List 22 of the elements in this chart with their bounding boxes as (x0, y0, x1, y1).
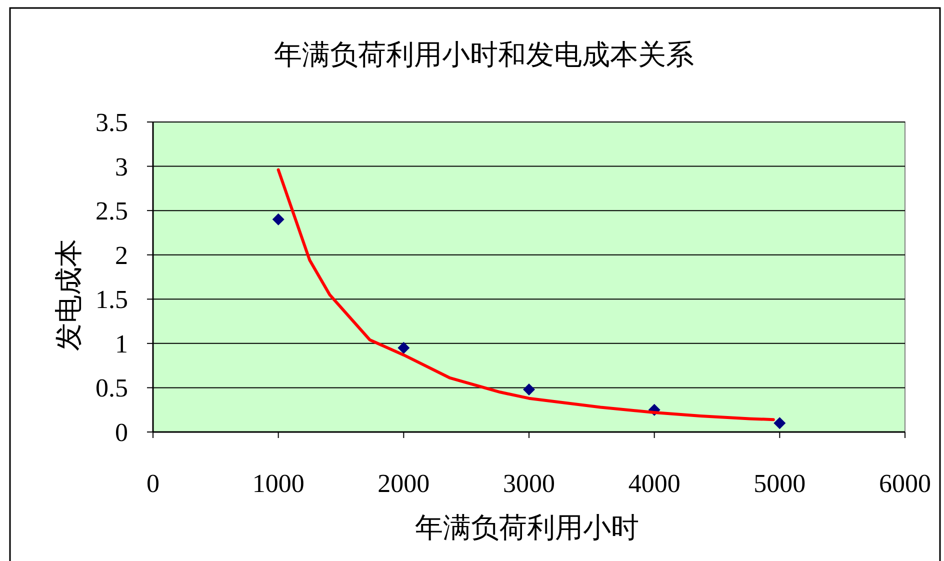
y-tick-label: 1.5 (96, 285, 128, 314)
point (398, 342, 410, 354)
x-axis-title: 年满负荷利用小时 (415, 513, 639, 544)
y-tick-label: 1 (115, 329, 128, 358)
y-tick-label: 0.5 (96, 374, 128, 403)
x-tick-label: 6000 (879, 469, 931, 498)
point (272, 213, 284, 226)
y-axis-title: 发电成本 (54, 239, 85, 351)
point (523, 383, 535, 396)
x-tick-label: 4000 (628, 469, 680, 498)
y-tick-label: 0 (115, 418, 128, 447)
y-tick-label: 2 (115, 240, 128, 270)
point (774, 417, 786, 430)
x-tick-label: 1000 (252, 469, 304, 498)
x-tick-label: 5000 (754, 469, 806, 498)
x-tick-label: 3000 (503, 469, 555, 498)
y-tick-label: 2.5 (96, 196, 128, 226)
x-tick-label: 0 (146, 469, 160, 498)
chart-title: 年满负荷利用小时和发电成本关系 (274, 40, 694, 71)
y-tick-label: 3 (115, 152, 128, 182)
y-tick-label: 3.5 (96, 108, 128, 137)
x-tick-label: 2000 (378, 469, 430, 498)
